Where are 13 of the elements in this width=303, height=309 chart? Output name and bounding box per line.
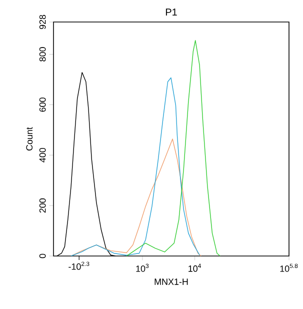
y-tick-label: 200 <box>39 198 46 213</box>
y-tick-label: 928 <box>39 14 46 30</box>
y-tick-label: 0 <box>39 254 46 258</box>
y-tick-label: 800 <box>39 47 46 62</box>
x-tick-label: 10$^{5.8}$ <box>280 264 298 272</box>
y-tick-label: 400 <box>39 148 46 162</box>
chart-title: P1 <box>166 8 177 16</box>
x-tick-label: 10$^{4}$ <box>188 264 202 272</box>
y-axis-title: Count <box>26 127 33 151</box>
y-tick-label: 600 <box>39 98 46 112</box>
x-tick-label: 10$^{3}$ <box>136 264 149 272</box>
x-axis-title: MNX1-H <box>154 278 188 285</box>
text: -10$^{2.3}$ <box>68 262 90 270</box>
